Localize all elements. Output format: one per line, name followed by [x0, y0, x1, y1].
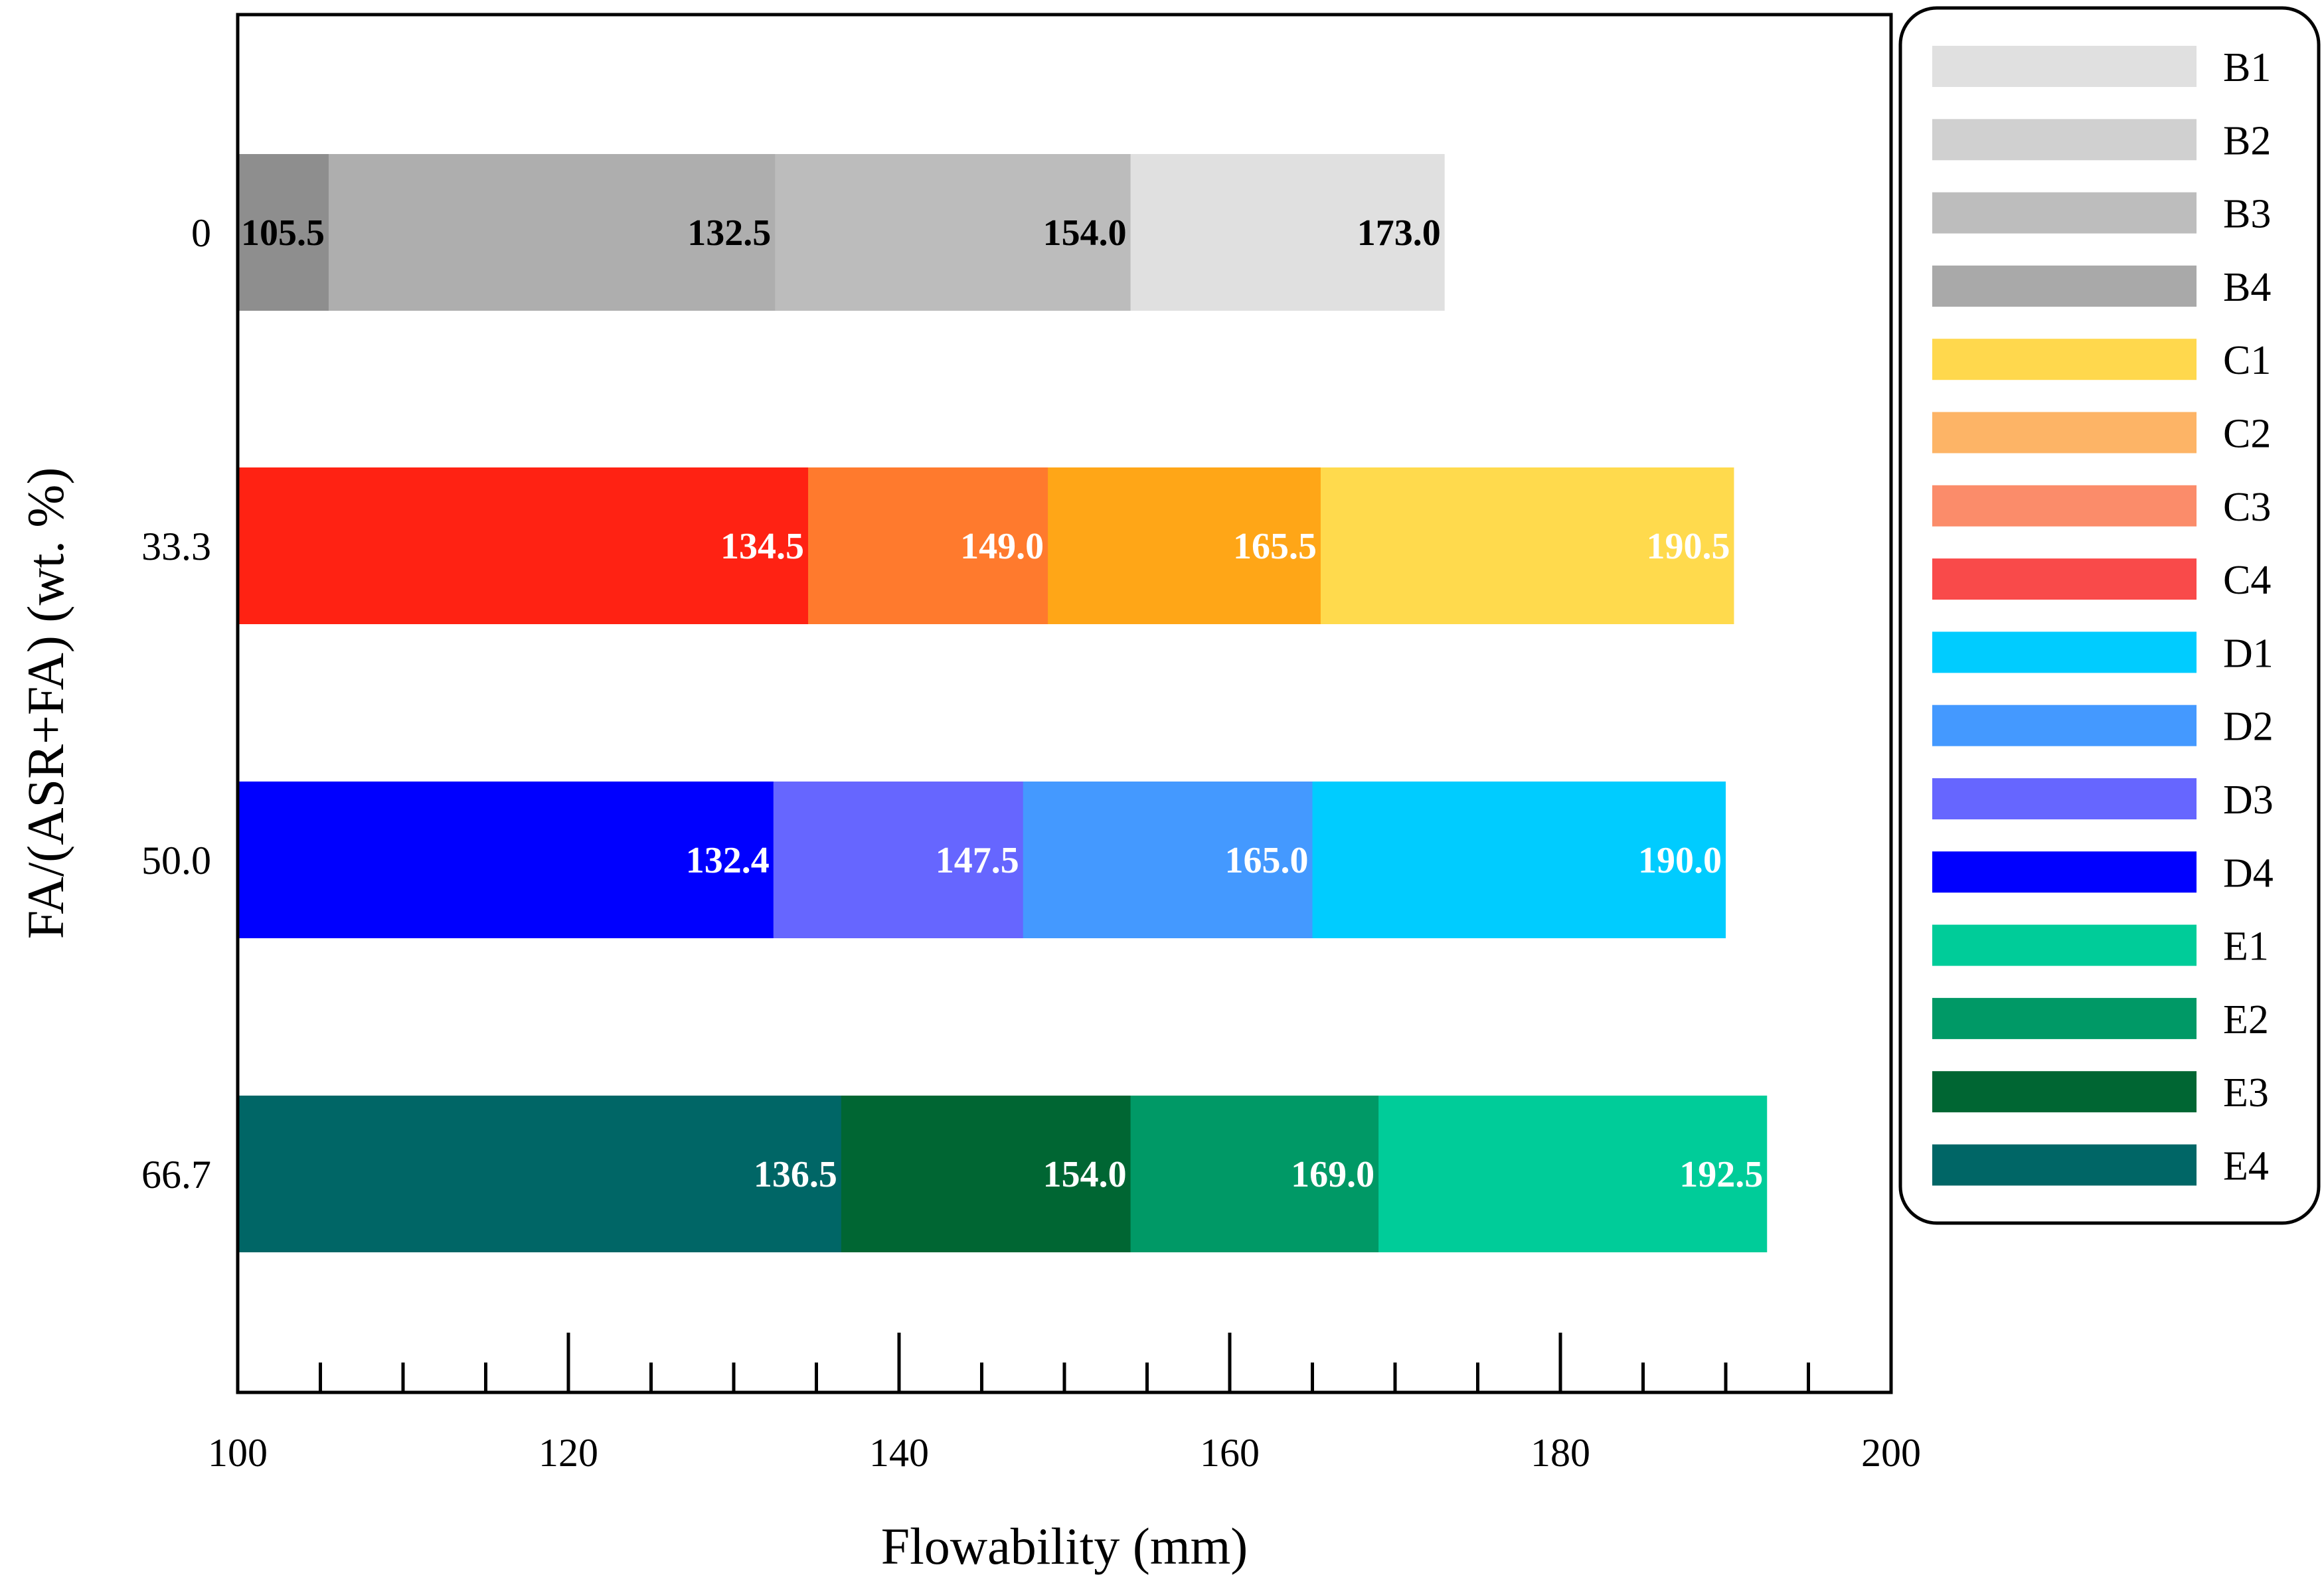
legend-swatch-C1 — [1932, 339, 2197, 380]
legend-swatch-C3 — [1932, 485, 2197, 527]
data-label-D1: 190.0 — [1638, 840, 1722, 881]
legend-swatch-E1 — [1932, 924, 2197, 966]
legend-swatch-B1 — [1932, 46, 2197, 87]
x-tick-label: 200 — [1861, 1431, 1921, 1475]
legend-swatch-E2 — [1932, 997, 2197, 1039]
legend-swatch-C2 — [1932, 412, 2197, 454]
y-axis-tick-labels: 0 33.3 50.0 66.7 — [141, 211, 211, 1197]
x-tick-label: 120 — [539, 1431, 598, 1475]
x-axis-title: Flowability (mm) — [881, 1517, 1248, 1575]
legend-swatch-D1 — [1932, 631, 2197, 673]
x-tick-label: 100 — [208, 1431, 268, 1475]
x-tick-label: 160 — [1200, 1431, 1260, 1475]
data-label-E4: 136.5 — [754, 1154, 837, 1195]
legend-label-D2: D2 — [2223, 705, 2274, 750]
data-label-D3: 147.5 — [936, 840, 1019, 881]
legend-label-D4: D4 — [2223, 851, 2274, 896]
bars-layer — [238, 154, 1768, 1252]
data-label-C2: 165.5 — [1233, 526, 1317, 567]
data-label-E3: 154.0 — [1043, 1154, 1127, 1195]
data-label-B1: 173.0 — [1357, 212, 1441, 254]
legend-swatch-E4 — [1932, 1144, 2197, 1186]
legend-swatch-D4 — [1932, 851, 2197, 893]
legend-label-E4: E4 — [2223, 1144, 2269, 1189]
legend-label-C2: C2 — [2223, 412, 2271, 457]
x-tick-label: 180 — [1531, 1431, 1590, 1475]
legend-label-E3: E3 — [2223, 1070, 2269, 1116]
bar-D4 — [238, 782, 774, 938]
data-label-D4: 132.4 — [686, 840, 770, 881]
legend-label-C3: C3 — [2223, 485, 2271, 530]
legend-label-D3: D3 — [2223, 778, 2274, 823]
data-label-B2: 154.0 — [1043, 212, 1127, 254]
bar-B4 — [238, 154, 329, 311]
legend-label-B2: B2 — [2223, 118, 2271, 163]
y-tick-label: 50.0 — [141, 839, 211, 882]
legend-swatch-E3 — [1932, 1071, 2197, 1113]
data-label-C4: 134.5 — [720, 526, 804, 567]
legend-swatch-B3 — [1932, 192, 2197, 234]
data-label-E1: 192.5 — [1679, 1154, 1763, 1195]
bar-C4 — [238, 467, 809, 624]
legend-swatch-D3 — [1932, 778, 2197, 819]
data-label-D2: 165.0 — [1225, 840, 1309, 881]
data-label-C3: 149.0 — [960, 526, 1044, 567]
legend-label-C1: C1 — [2223, 338, 2271, 383]
legend-items: B1 B2 B3 B4 C1 C2 C3 C4 D1 D2 D3 D4 E1 E2 E3 E4 — [1932, 45, 2274, 1189]
data-labels-layer: 173.0 154.0 132.5 105.5 190.5 165.5 149.0 134.5… — [241, 212, 1763, 1195]
x-axis-tick-labels: 100 120 140 160 180 200 — [208, 1431, 1921, 1475]
y-tick-label: 0 — [191, 211, 211, 255]
legend-label-E1: E1 — [2223, 924, 2269, 969]
x-tick-label: 140 — [869, 1431, 929, 1475]
data-label-C1: 190.5 — [1646, 526, 1730, 567]
y-axis-title: FA/(ASR+FA) (wt. %) — [17, 467, 74, 940]
legend-swatch-B2 — [1932, 119, 2197, 161]
legend-label-E2: E2 — [2223, 997, 2269, 1042]
legend-label-B1: B1 — [2223, 45, 2271, 90]
data-label-B3: 132.5 — [687, 212, 771, 254]
x-axis-ticks — [236, 1333, 1893, 1392]
legend-label-D1: D1 — [2223, 631, 2274, 676]
legend-swatch-C4 — [1932, 558, 2197, 600]
legend-label-B4: B4 — [2223, 265, 2271, 310]
data-label-B4: 105.5 — [241, 212, 325, 254]
legend-label-B3: B3 — [2223, 192, 2271, 237]
bar-E4 — [238, 1096, 841, 1252]
data-label-E2: 169.0 — [1291, 1154, 1374, 1195]
legend-swatch-D2 — [1932, 705, 2197, 746]
legend-frame — [1898, 6, 2321, 1225]
y-tick-label: 66.7 — [141, 1153, 211, 1197]
legend-label-C4: C4 — [2223, 558, 2271, 603]
legend-swatch-B4 — [1932, 265, 2197, 307]
y-tick-label: 33.3 — [141, 525, 211, 568]
legend: B1 B2 B3 B4 C1 C2 C3 C4 D1 D2 D3 D4 E1 E2 E3 E4 — [1898, 6, 2321, 1225]
